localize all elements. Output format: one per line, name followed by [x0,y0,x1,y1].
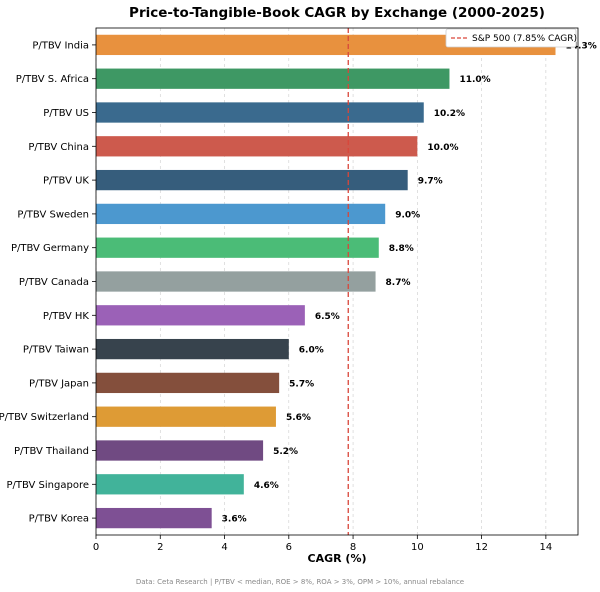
category-label: P/TBV Germany [11,243,89,254]
value-label: 5.2% [273,447,298,457]
bar [96,203,386,225]
bar [96,68,450,89]
legend: S&P 500 (7.85% CAGR) [445,28,577,48]
value-label: 14.3% [566,41,597,51]
value-label: 9.0% [395,210,420,220]
bar [96,440,264,461]
category-label: P/TBV Thailand [14,446,89,457]
axis-ticks: 0 2 4 6 8 10 12 14 [92,44,552,553]
category-label: P/TBV India [32,40,89,51]
bar [96,305,305,326]
category-labels: P/TBV India P/TBV S. Africa P/TBV US P/TBV … [0,40,89,524]
footnote: Data: Ceta Research | P/TBV < median, RO… [136,578,464,586]
category-label: P/TBV Taiwan [23,345,89,356]
category-label: P/TBV S. Africa [16,74,89,85]
bar [96,507,212,529]
value-label: 5.6% [286,413,311,423]
bar [96,372,280,394]
category-label: P/TBV HK [43,311,90,322]
bar [96,237,379,258]
category-label: P/TBV Sweden [17,209,89,220]
bars [96,34,556,529]
x-tick-label: 4 [221,542,227,553]
value-label: 6.0% [299,346,324,356]
value-label: 9.7% [418,177,443,187]
value-label: 6.5% [315,312,340,322]
bar [96,169,408,191]
bar [96,271,376,292]
value-label: 11.0% [459,75,490,85]
bar [96,102,424,123]
category-label: P/TBV Switzerland [0,412,89,423]
category-label: P/TBV Japan [29,378,89,389]
bar [96,474,244,495]
legend-box [445,28,577,48]
bar [96,338,289,360]
x-tick-label: 0 [93,542,99,553]
value-label: 8.7% [386,278,411,288]
x-tick-label: 8 [350,542,356,553]
value-label: 5.7% [289,379,314,389]
x-axis-label: CAGR (%) [308,552,367,565]
category-label: P/TBV Singapore [6,480,89,491]
bar [96,406,276,427]
bar [96,34,556,56]
value-label: 4.6% [254,481,279,491]
category-label: P/TBV US [43,108,89,119]
x-tick-label: 14 [539,542,552,553]
value-labels: 14.3% 11.0% 10.2% 10.0% 9.7% 9.0% 8.8% 8.7% 6.5%… [222,41,597,524]
x-tick-label: 12 [475,542,488,553]
value-label: 3.6% [222,515,247,525]
bar [96,136,418,157]
x-tick-label: 10 [411,542,424,553]
legend-label: S&P 500 (7.85% CAGR) [472,34,577,44]
category-label: P/TBV Canada [19,277,89,288]
category-label: P/TBV China [28,142,89,153]
category-label: P/TBV Korea [29,514,89,525]
value-label: 10.2% [434,109,465,119]
x-tick-label: 2 [157,542,163,553]
x-tick-label: 6 [286,542,292,553]
value-label: 10.0% [427,143,458,153]
value-label: 8.8% [389,244,414,254]
category-label: P/TBV UK [43,176,89,187]
chart-title: Price-to-Tangible-Book CAGR by Exchange … [129,5,545,21]
